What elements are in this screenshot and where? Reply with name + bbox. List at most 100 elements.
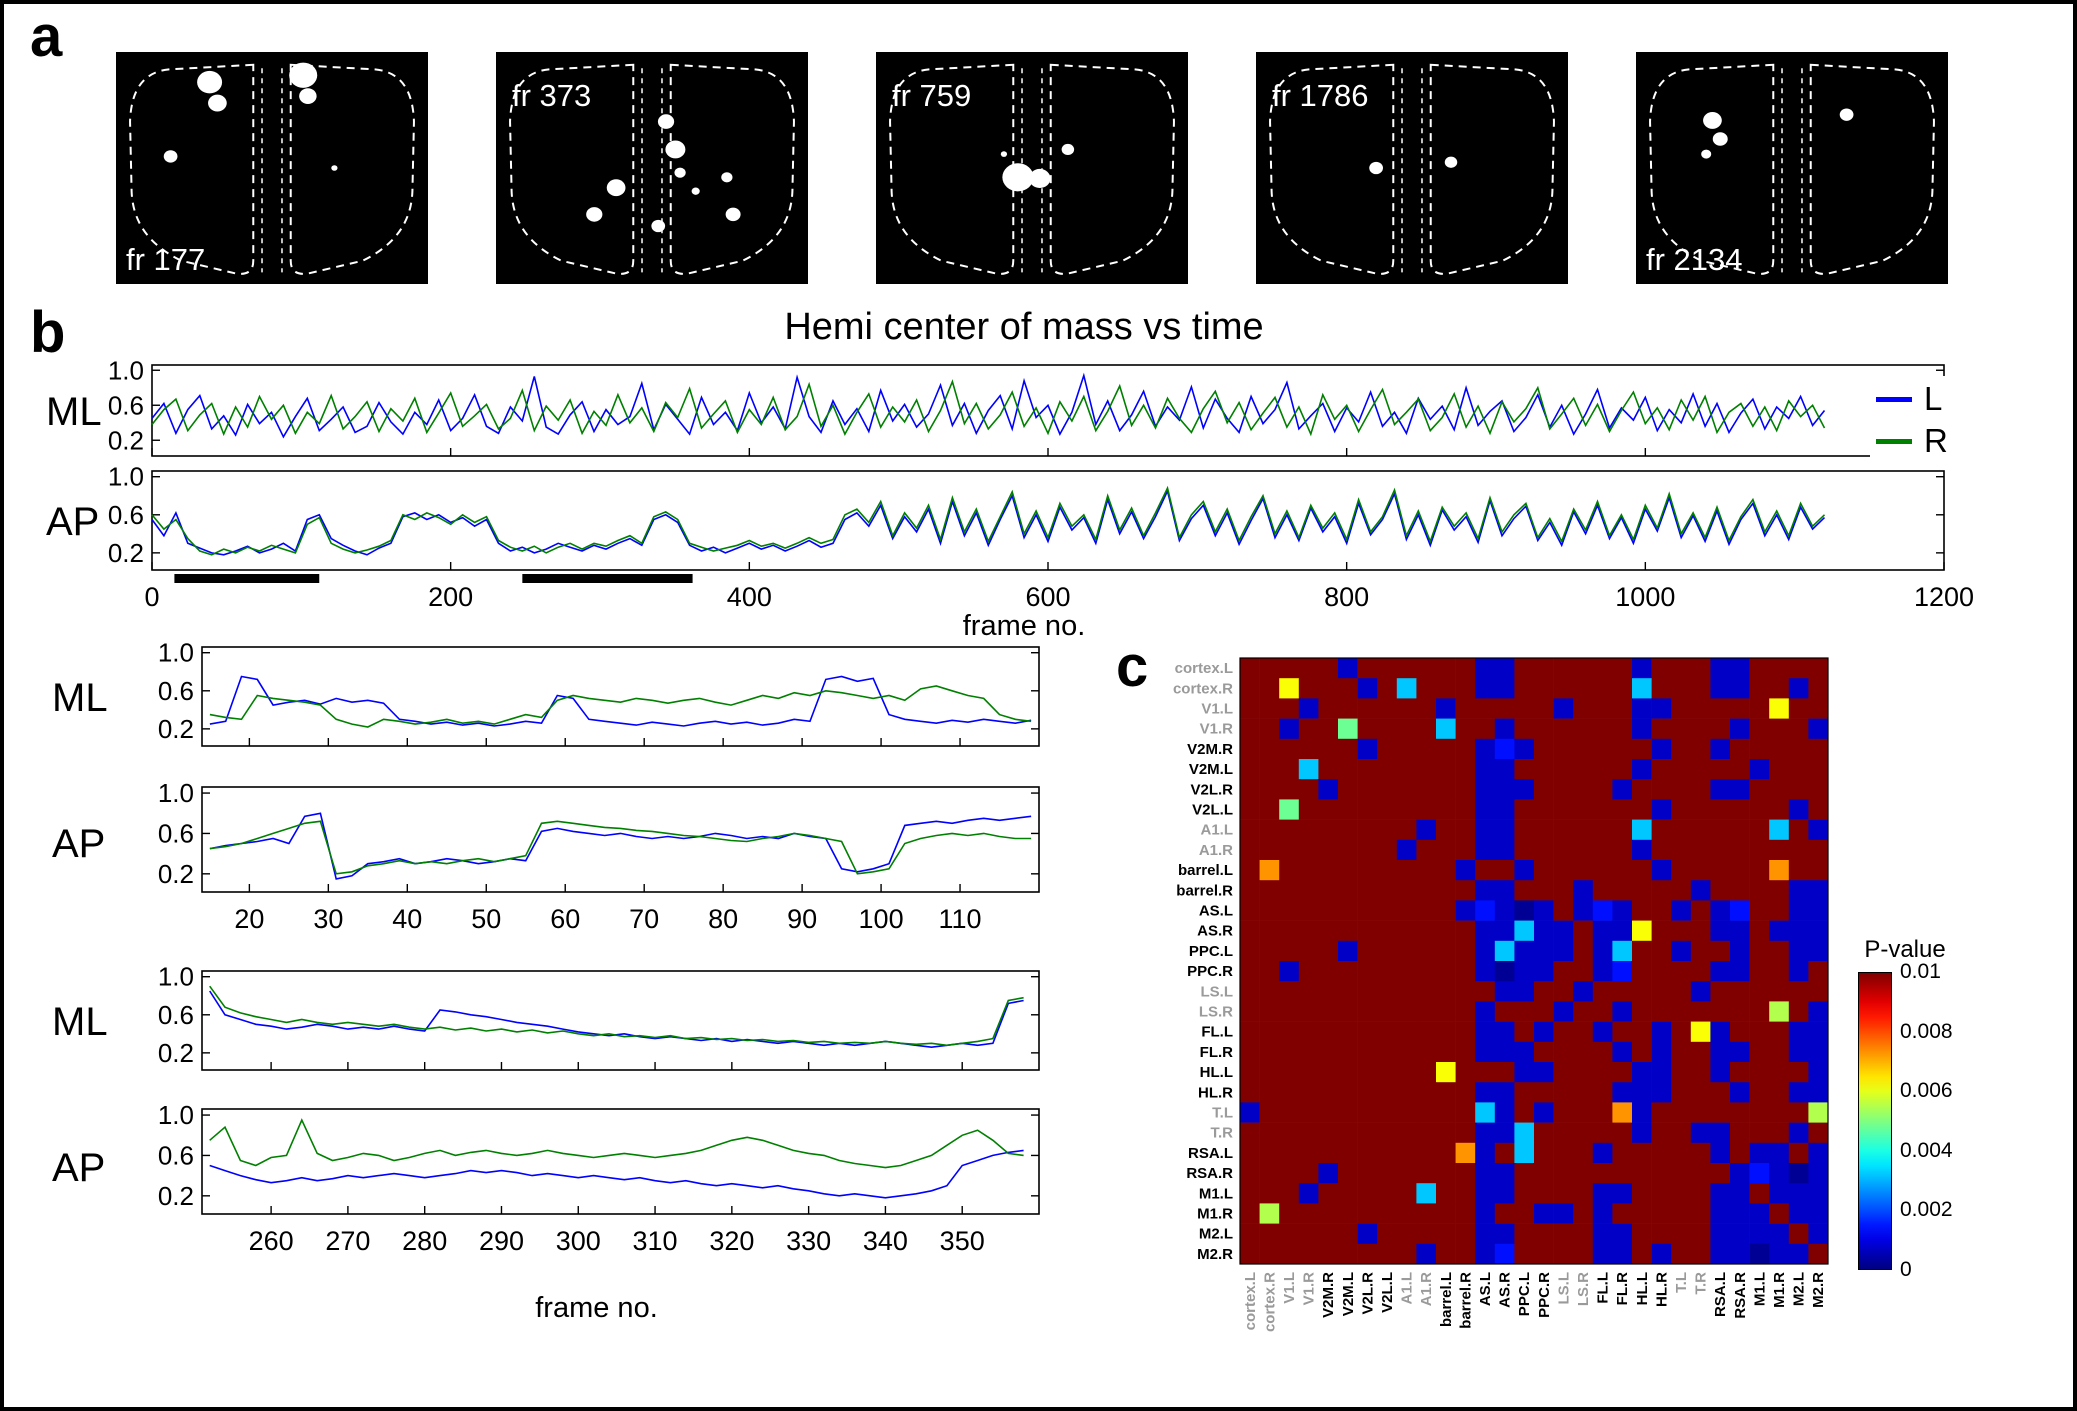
heatmap-cell — [1240, 799, 1260, 820]
heatmap-cell — [1357, 698, 1378, 719]
heatmap-cell — [1573, 779, 1594, 800]
heatmap-cell — [1612, 1142, 1633, 1164]
heatmap-cell — [1769, 718, 1790, 740]
y-tick-label: 0.6 — [158, 818, 194, 848]
heatmap-cell — [1749, 759, 1770, 780]
heatmap-cell — [1690, 718, 1711, 740]
heatmap-cell — [1730, 678, 1750, 699]
heatmap-cell — [1357, 1001, 1378, 1022]
heatmap-cell — [1632, 920, 1652, 942]
heatmap-cell — [1573, 1041, 1594, 1063]
heatmap-cell — [1632, 1102, 1652, 1123]
heatmap-cell — [1651, 1122, 1672, 1144]
heatmap-cell — [1475, 1142, 1496, 1164]
heatmap-cell — [1455, 1021, 1476, 1043]
y-tick-label: 1.0 — [158, 962, 194, 992]
heatmap-cell — [1436, 1021, 1456, 1043]
heatmap-row-label: T.R — [1211, 1125, 1234, 1142]
heatmap-cell — [1710, 779, 1731, 800]
heatmap-cell — [1357, 718, 1378, 740]
heatmap-cell — [1338, 1122, 1358, 1144]
heatmap-cell — [1455, 1082, 1476, 1103]
heatmap-cell — [1396, 1102, 1417, 1123]
heatmap-cell — [1534, 1021, 1554, 1043]
heatmap-cell — [1769, 1243, 1790, 1265]
heatmap-cell — [1475, 1223, 1496, 1245]
heatmap-cell — [1494, 920, 1515, 942]
heatmap-cell — [1436, 718, 1456, 740]
heatmap-cell — [1318, 900, 1339, 921]
heatmap-cell — [1338, 678, 1358, 699]
zoom-xlabel: frame no. — [535, 1292, 658, 1324]
heatmap-cell — [1651, 961, 1672, 982]
heatmap-cell — [1338, 658, 1358, 679]
heatmap-cell — [1377, 1163, 1398, 1184]
heatmap-cell — [1710, 860, 1731, 881]
heatmap-col-label: AS.L — [1477, 1272, 1494, 1306]
heatmap-cell — [1671, 819, 1692, 841]
brain-frame-2: fr 759 — [876, 52, 1188, 284]
heatmap-cell — [1671, 678, 1692, 699]
heatmap-col-label: A1.L — [1399, 1272, 1416, 1305]
heatmap-cell — [1416, 1243, 1437, 1265]
heatmap-cell — [1690, 981, 1711, 1002]
chart-zoom2-ml: 0.2 0.6 1.0 — [158, 962, 1040, 1071]
heatmap-cell — [1808, 920, 1829, 942]
heatmap-cell — [1240, 1142, 1260, 1164]
heatmap-cell — [1436, 1163, 1456, 1184]
heatmap-cell — [1416, 1062, 1437, 1083]
heatmap-cell — [1690, 658, 1711, 679]
heatmap-cell — [1240, 1163, 1260, 1184]
heatmap-cell — [1573, 940, 1594, 962]
heatmap-cell — [1534, 1062, 1554, 1083]
heatmap-cell — [1671, 1243, 1692, 1265]
heatmap-cell — [1338, 1021, 1358, 1043]
heatmap-cell — [1534, 1102, 1554, 1123]
heatmap-cell — [1534, 1122, 1554, 1144]
heatmap-cell — [1357, 920, 1378, 942]
heatmap-cell — [1396, 940, 1417, 962]
right-hemisphere-outline — [669, 63, 795, 275]
heatmap-cell — [1730, 1001, 1750, 1022]
heatmap-cell — [1377, 678, 1398, 699]
heatmap-cell — [1553, 718, 1574, 740]
heatmap-row-label: A1.L — [1200, 822, 1233, 839]
heatmap-cell — [1279, 1062, 1300, 1083]
heatmap-cell — [1612, 961, 1633, 982]
heatmap-cell — [1553, 819, 1574, 841]
heatmap-cell — [1259, 860, 1280, 881]
heatmap-cell — [1612, 1203, 1633, 1224]
heatmap-cell — [1494, 1062, 1515, 1083]
heatmap-cell — [1357, 1062, 1378, 1083]
heatmap-cell — [1377, 1243, 1398, 1265]
zoom2-ml-row-label: ML — [52, 1000, 108, 1044]
heatmap-cell — [1298, 940, 1319, 962]
heatmap-cell — [1651, 839, 1672, 861]
heatmap-cell — [1416, 779, 1437, 800]
x-tick-label: 600 — [1025, 582, 1070, 612]
heatmap-cell — [1514, 1183, 1535, 1204]
heatmap-cell — [1710, 1021, 1731, 1043]
heatmap-cell — [1475, 920, 1496, 942]
activity-blob — [606, 179, 626, 197]
heatmap-cell — [1279, 880, 1300, 901]
heatmap-cell — [1534, 961, 1554, 982]
heatmap-cell — [1553, 1122, 1574, 1144]
chart-overview-ml: 0.2 0.6 1.0 — [108, 355, 1945, 457]
heatmap-cell — [1651, 658, 1672, 679]
heatmap-cell — [1749, 920, 1770, 942]
heatmap-cell — [1298, 1142, 1319, 1164]
heatmap-cell — [1749, 860, 1770, 881]
heatmap-cell — [1377, 1001, 1398, 1022]
heatmap-cell — [1259, 880, 1280, 901]
heatmap-cell — [1377, 819, 1398, 841]
heatmap-cell — [1632, 1021, 1652, 1043]
heatmap-cell — [1357, 1142, 1378, 1164]
heatmap-cell — [1436, 698, 1456, 719]
heatmap-cell — [1259, 1062, 1280, 1083]
heatmap-row-label: M1.R — [1197, 1206, 1233, 1223]
heatmap-cell — [1298, 819, 1319, 841]
heatmap-cell — [1259, 920, 1280, 942]
activity-blob — [163, 150, 178, 163]
heatmap-cell — [1240, 698, 1260, 719]
